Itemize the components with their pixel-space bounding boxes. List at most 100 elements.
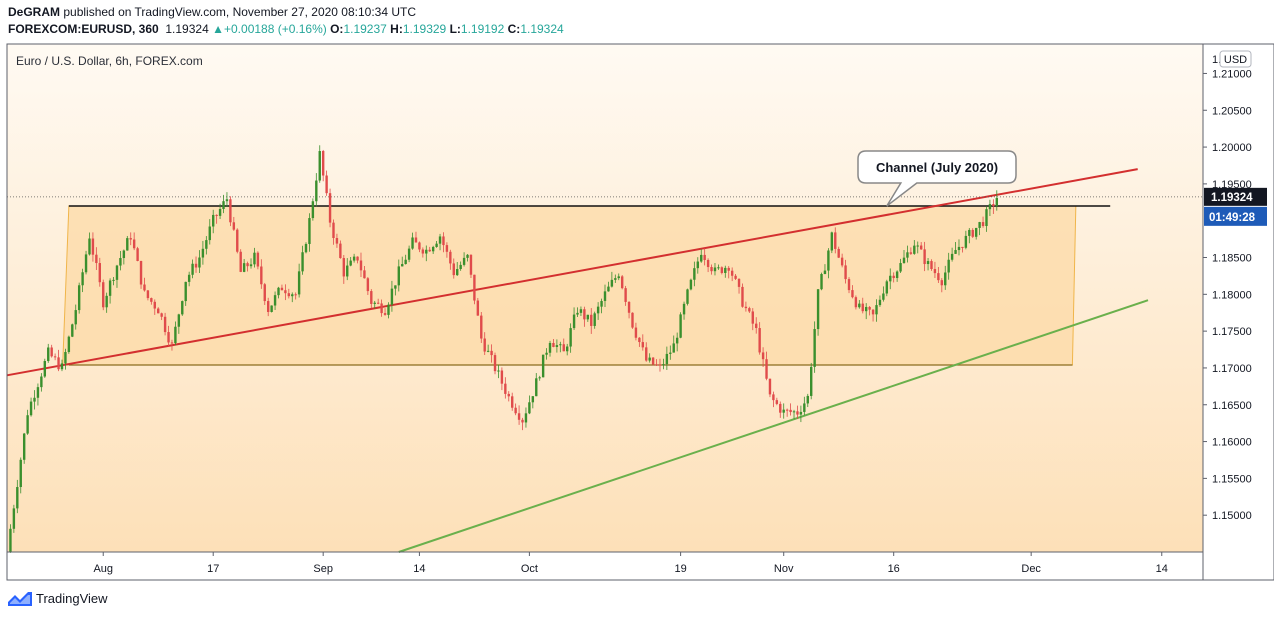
candle-body	[885, 281, 889, 294]
candle-body	[12, 508, 16, 529]
symbol-name: FOREXCOM:EURUSD, 360	[8, 22, 159, 36]
candle-body	[497, 370, 500, 372]
candle-body	[535, 378, 538, 397]
candle-body	[442, 236, 445, 246]
up-arrow-icon: ▲	[212, 22, 224, 36]
candle-body	[476, 300, 480, 316]
candle-body	[693, 268, 696, 280]
candle-body	[985, 209, 988, 227]
candle-body	[387, 304, 390, 315]
candle-body	[878, 299, 882, 306]
candle-body	[755, 323, 758, 329]
candle-body	[782, 409, 785, 413]
candle-body	[380, 303, 383, 314]
candle-body	[603, 291, 607, 301]
candle-body	[689, 279, 693, 290]
candle-body	[919, 245, 923, 250]
candle-body	[77, 285, 81, 311]
candle-body	[349, 260, 352, 266]
candle-body	[810, 366, 813, 396]
last-price: 1.19324	[165, 22, 209, 36]
candle-body	[466, 254, 469, 258]
candle-body	[459, 264, 462, 270]
candle-body	[359, 260, 363, 271]
current-price-label: 1.19324	[1211, 192, 1253, 204]
candle-body	[370, 291, 373, 304]
candle-body	[208, 226, 211, 241]
candle-body	[665, 353, 669, 365]
channel-zone	[62, 205, 1077, 366]
currency-label: USD	[1224, 54, 1247, 66]
candle-body	[383, 313, 387, 315]
candle-body	[325, 175, 328, 194]
countdown-tag	[1204, 206, 1267, 226]
candle-body	[902, 257, 906, 264]
candle-body	[33, 397, 36, 402]
footer-brand[interactable]: TradingView	[8, 591, 108, 606]
candle-body	[132, 239, 136, 249]
candle-body	[889, 275, 892, 282]
candle-body	[803, 403, 806, 412]
y-tick-label: 1.18500	[1212, 253, 1252, 265]
candle-body	[9, 528, 12, 552]
y-tick-label: 1.16000	[1212, 437, 1252, 449]
candle-body	[53, 356, 57, 358]
candle-body	[229, 199, 232, 223]
candle-body	[67, 336, 71, 353]
candle-body	[799, 411, 803, 415]
candle-body	[242, 263, 246, 272]
candle-body	[913, 245, 916, 254]
candle-body	[531, 396, 535, 403]
x-tick-label: 14	[413, 563, 425, 575]
candle-body	[933, 269, 937, 274]
y-tick-label: 1.20500	[1212, 105, 1252, 117]
candle-body	[765, 359, 768, 379]
candle-body	[205, 240, 208, 249]
candle-body	[851, 290, 854, 298]
candle-body	[270, 305, 273, 312]
candle-body	[675, 337, 679, 344]
candle-body	[191, 263, 194, 275]
candle-body	[291, 294, 294, 297]
candle-body	[153, 301, 156, 309]
candle-body	[71, 324, 74, 337]
candle-body	[854, 297, 858, 308]
candle-body	[562, 344, 565, 352]
currency-badge	[1219, 50, 1252, 68]
countdown-label: 01:49:28	[1209, 212, 1256, 224]
tradingview-logo-icon	[8, 591, 32, 606]
candle-body	[548, 342, 552, 353]
candle-body	[565, 346, 569, 352]
candle-body	[198, 257, 201, 268]
candle-body	[363, 270, 366, 279]
y-tick-label: 1.17000	[1212, 363, 1252, 375]
candle-body	[119, 258, 122, 266]
candle-body	[136, 248, 139, 261]
candle-body	[418, 242, 421, 250]
candle-body	[462, 257, 466, 265]
candle-body	[978, 222, 981, 228]
candle-body	[555, 345, 559, 347]
candle-body	[579, 309, 583, 313]
candle-body	[301, 252, 304, 272]
candle-body	[861, 303, 864, 312]
candle-body	[528, 402, 531, 414]
candle-body	[610, 279, 614, 287]
candle-body	[713, 267, 717, 272]
candle-body	[47, 347, 50, 362]
candle-body	[744, 306, 748, 309]
candle-body	[620, 276, 624, 289]
candle-body	[823, 270, 827, 275]
candle-body	[748, 308, 751, 312]
candle-body	[181, 301, 184, 315]
candle-body	[366, 278, 370, 292]
candle-body	[438, 236, 442, 244]
candle-body	[514, 407, 517, 414]
candle-body	[507, 393, 510, 397]
candle-body	[486, 350, 490, 352]
candle-body	[672, 343, 675, 353]
candle-body	[511, 396, 514, 408]
candle-body	[81, 272, 84, 286]
author-name[interactable]: DeGRAM	[8, 5, 61, 19]
